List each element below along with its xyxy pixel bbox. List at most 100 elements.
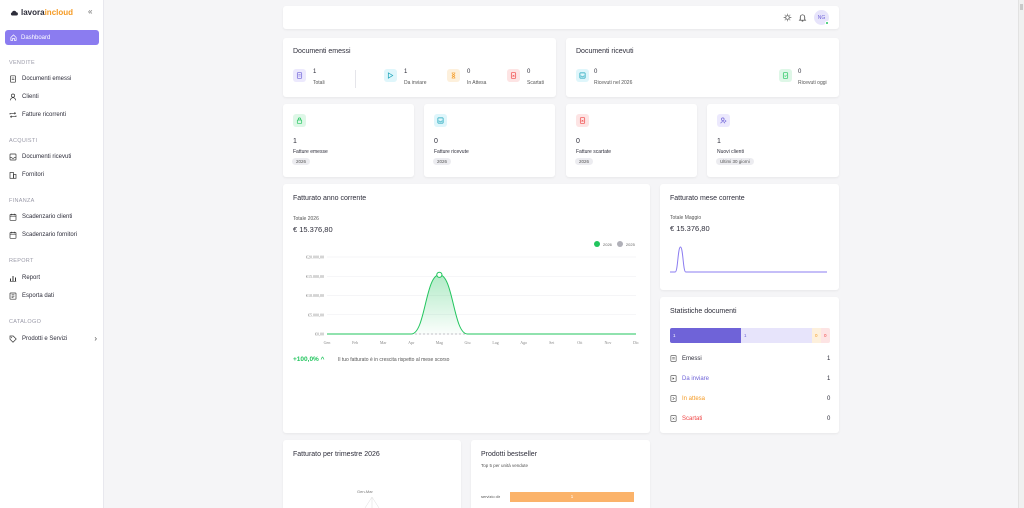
kpi-label: Nuovi clienti xyxy=(717,149,744,155)
sidebar-item-documenti-ricevuti[interactable]: Documenti ricevuti xyxy=(9,153,97,161)
kpi-chip: 2026 xyxy=(433,158,452,165)
document-icon xyxy=(10,75,16,83)
cloud-icon xyxy=(10,10,18,15)
scrollbar-thumb[interactable] xyxy=(1020,4,1023,10)
monthly-revenue-chart xyxy=(670,246,827,273)
theme-toggle-icon[interactable] xyxy=(783,13,792,22)
stat-scartati-value: 0 xyxy=(527,69,531,75)
sidebar-item-label: Documenti ricevuti xyxy=(22,154,72,160)
total-label: Totale 2026 xyxy=(293,216,319,222)
x-tick-label: Set xyxy=(549,340,555,345)
stat-ricevuti-anno-value: 0 xyxy=(594,69,598,75)
card-documenti-emessi: Documenti emessi 1 Totali 1 Da inviare 0… xyxy=(283,38,556,97)
kpi-value: 0 xyxy=(576,138,580,145)
sidebar-item-clienti[interactable]: Clienti xyxy=(9,93,97,101)
tag-icon xyxy=(9,335,17,343)
card-fatturato-anno: Fatturato anno corrente Totale 2026 € 15… xyxy=(283,184,650,433)
bar-segment-in-attesa: 0 xyxy=(812,328,821,343)
inbox-icon xyxy=(576,69,589,82)
kpi-label: Fatture ricevute xyxy=(434,149,469,155)
stat-totali-value: 1 xyxy=(313,69,317,75)
card-title: Fatturato mese corrente xyxy=(670,195,745,202)
stat-da-inviare-value: 1 xyxy=(404,69,408,75)
card-subtitle: Top 5 per unità vendute xyxy=(481,463,529,468)
legend-swatch xyxy=(616,241,623,247)
top-header: NG xyxy=(283,6,839,29)
chevron-right-icon: › xyxy=(94,334,97,343)
y-tick-label: €20.000,00 xyxy=(306,255,324,261)
repeat-icon xyxy=(9,112,17,118)
growth-value: +100,0% ^ xyxy=(293,356,324,363)
card-prodotti-bestseller: Prodotti bestseller Top 5 per unità vend… xyxy=(471,440,650,508)
clock-document-icon xyxy=(670,395,677,402)
kpi-chip: 2026 xyxy=(575,158,594,165)
kpi-value: 1 xyxy=(293,138,297,145)
calendar-icon xyxy=(9,231,17,239)
product-bar: 1 xyxy=(510,492,634,502)
kpi-card-fatture-emesse[interactable]: 1 Fatture emesse 2026 xyxy=(283,104,414,177)
avatar[interactable]: NG xyxy=(814,10,829,25)
total-value: € 15.376,80 xyxy=(670,224,710,233)
sidebar-item-label: Report xyxy=(22,275,41,281)
bar-segment-scartati: 0 xyxy=(821,328,830,343)
stat-ricevuti-anno-label: Ricevuti nel 2026 xyxy=(594,80,633,86)
stat-row-label: Scartati xyxy=(682,416,703,422)
hourglass-icon xyxy=(447,69,460,82)
section-report: REPORT xyxy=(9,258,34,264)
card-title: Documenti ricevuti xyxy=(576,48,634,55)
sidebar-item-documenti-emessi[interactable]: Documenti emessi xyxy=(9,75,97,83)
data-point xyxy=(436,271,443,278)
card-title: Fatturato per trimestre 2026 xyxy=(293,451,380,458)
card-title: Fatturato anno corrente xyxy=(293,195,367,202)
monthly-series-line xyxy=(670,246,827,273)
building-icon xyxy=(9,172,17,179)
kpi-chip: Ultimi 30 giorni xyxy=(716,158,754,165)
sidebar-item-fatture-ricorrenti[interactable]: Fatture ricorrenti xyxy=(9,111,97,119)
kpi-label: Fatture emesse xyxy=(293,149,328,155)
x-tick-label: Lug xyxy=(492,340,498,345)
growth-text: Il tuo fatturato è in crescita rispetto … xyxy=(338,357,450,363)
kpi-card-fatture-ricevute[interactable]: 0 Fatture ricevute 2026 xyxy=(424,104,555,177)
product-name: servizio dir xyxy=(481,494,501,499)
sidebar-item-esporta-dati[interactable]: Esporta dati xyxy=(9,292,97,300)
card-title: Documenti emessi xyxy=(293,48,351,55)
stat-in-attesa-label: In Attesa xyxy=(467,80,487,86)
collapse-sidebar-icon[interactable]: « xyxy=(88,7,93,16)
sidebar-item-report[interactable]: Report xyxy=(9,274,97,282)
home-icon xyxy=(10,34,17,41)
stat-row-value: 1 xyxy=(827,356,831,362)
calendar-icon xyxy=(9,213,17,221)
bar-segment-emessi: 1 xyxy=(670,328,741,343)
card-fatturato-trimestre: Fatturato per trimestre 2026 Gen-Mar xyxy=(283,440,461,508)
card-title: Statistiche documenti xyxy=(670,308,737,315)
y-tick-label: €5.000,00 xyxy=(308,312,324,318)
x-tick-label: Ott xyxy=(577,340,583,345)
sidebar-item-fornitori[interactable]: Fornitori xyxy=(9,171,97,179)
bell-icon[interactable] xyxy=(798,13,807,22)
page-scrollbar[interactable] xyxy=(1018,0,1024,508)
sidebar-item-scadenzario-clienti[interactable]: Scadenzario clienti xyxy=(9,213,97,221)
kpi-chip: 2026 xyxy=(292,158,311,165)
total-value: € 15.376,80 xyxy=(293,225,333,234)
kpi-card-fatture-scartate[interactable]: 0 Fatture scartate 2026 xyxy=(566,104,697,177)
x-tick-label: Dic xyxy=(633,340,639,345)
trend-up-icon: ^ xyxy=(320,356,325,363)
y-tick-label: €10.000,00 xyxy=(306,293,324,299)
bar-segment-da-inviare: 1 xyxy=(741,328,812,343)
sidebar-item-prodotti-servizi[interactable]: Prodotti e Servizi › xyxy=(9,334,97,343)
user-icon xyxy=(9,93,17,101)
brand-logo[interactable]: lavora incloud xyxy=(10,8,73,17)
send-document-icon xyxy=(670,375,677,382)
series-area-2026 xyxy=(327,274,636,334)
lock-icon xyxy=(293,114,306,127)
rejected-document-icon xyxy=(670,415,677,422)
pie-label: Gen-Mar xyxy=(357,489,373,494)
section-catalogo: CATALOGO xyxy=(9,319,42,325)
sidebar-item-scadenzario-fornitori[interactable]: Scadenzario fornitori xyxy=(9,231,97,239)
stat-ricevuti-oggi-value: 0 xyxy=(798,69,802,75)
kpi-card-nuovi-clienti[interactable]: 1 Nuovi clienti Ultimi 30 giorni xyxy=(707,104,839,177)
sidebar-item-label: Fornitori xyxy=(22,172,45,178)
sidebar-item-dashboard[interactable]: Dashboard xyxy=(5,30,99,45)
y-tick-label: €0,00 xyxy=(315,332,324,338)
sidebar-item-label: Scadenzario fornitori xyxy=(22,232,78,238)
